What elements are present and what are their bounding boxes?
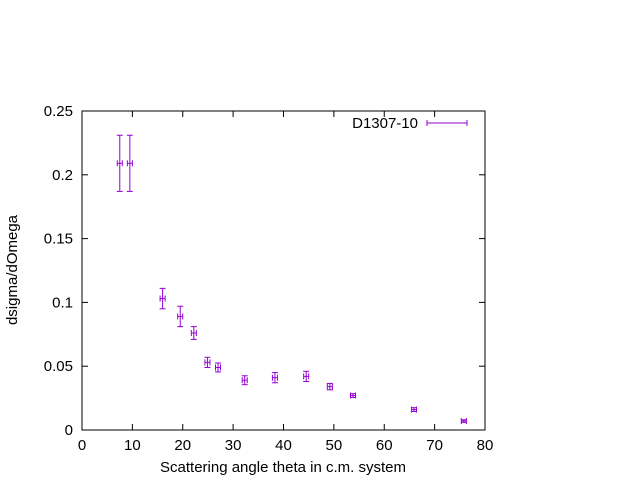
legend-sample-errorbar: [426, 120, 468, 126]
data-point: [116, 134, 123, 192]
x-tick-label: 10: [124, 437, 141, 454]
x-tick-label: 40: [275, 437, 292, 454]
y-tick-label: 0.2: [52, 167, 73, 184]
legend: D1307-10: [352, 115, 468, 132]
data-point: [177, 305, 184, 328]
data-point: [303, 370, 310, 383]
y-tick-label: 0: [65, 422, 73, 439]
data-points: [116, 134, 467, 425]
y-axis-label: dsigma/dOmega: [4, 214, 21, 325]
x-axis-label: Scattering angle theta in c.m. system: [160, 459, 406, 476]
x-tick-label: 60: [376, 437, 393, 454]
data-point: [410, 406, 417, 413]
data-point: [326, 382, 333, 391]
data-point: [271, 372, 278, 384]
axis-ticks: 0 10 20 30 40 50 60 70 80 0 0.05 0.1 0.15 0.2 0.25: [44, 103, 494, 454]
data-point: [460, 418, 467, 425]
data-point: [190, 326, 197, 340]
data-point: [349, 392, 357, 399]
y-tick-label: 0.1: [52, 294, 73, 311]
x-tick-label: 0: [78, 437, 86, 454]
data-point: [214, 362, 222, 373]
data-point: [159, 287, 166, 310]
plot-frame: [81, 110, 486, 431]
y-tick-label: 0.25: [44, 103, 73, 120]
y-tick-label: 0.05: [44, 358, 73, 375]
data-point: [241, 375, 248, 386]
data-point: [204, 356, 211, 368]
x-tick-label: 20: [174, 437, 191, 454]
legend-label-d1307-10: D1307-10: [352, 115, 418, 132]
x-tick-label: 50: [326, 437, 343, 454]
x-tick-label: 70: [426, 437, 443, 454]
y-tick-label: 0.15: [44, 231, 73, 248]
x-tick-label: 80: [477, 437, 494, 454]
data-point: [126, 134, 133, 192]
x-tick-label: 30: [225, 437, 242, 454]
